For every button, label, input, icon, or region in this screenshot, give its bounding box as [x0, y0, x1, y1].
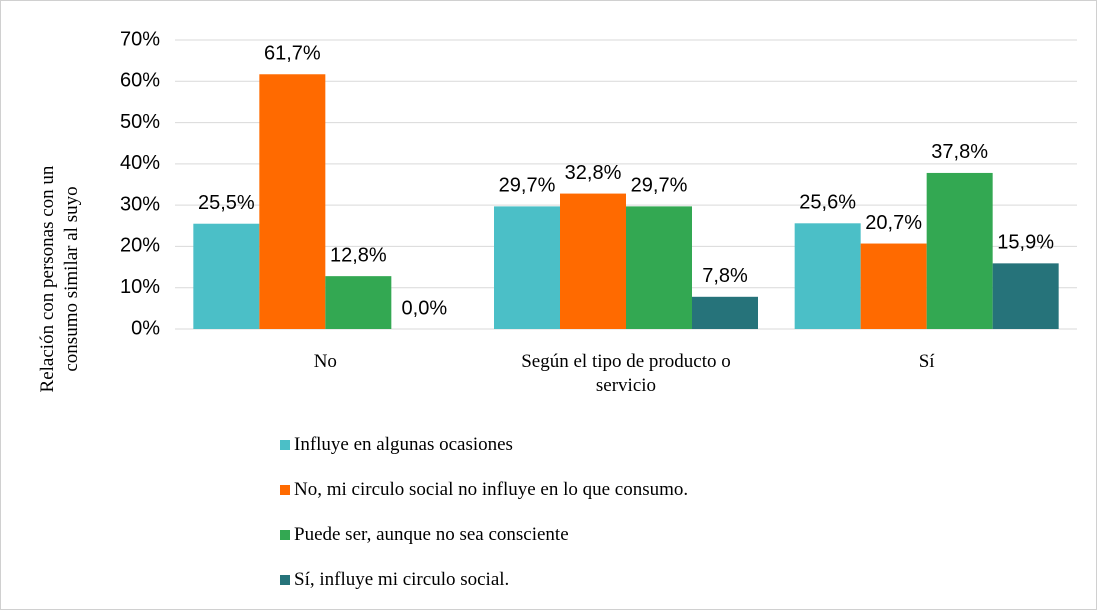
- y-axis-label: Relación con personas con un consumo sim…: [37, 165, 82, 393]
- bar: [692, 296, 758, 329]
- legend-swatch: [280, 575, 290, 585]
- y-tick-label: 50%: [120, 111, 160, 133]
- value-label: 25,5%: [198, 192, 255, 214]
- bar: [794, 223, 861, 329]
- value-label: 15,9%: [997, 232, 1054, 254]
- legend-label: Influye en algunas ocasiones: [294, 434, 513, 455]
- y-tick-label: 30%: [120, 193, 160, 215]
- bar: [992, 263, 1059, 329]
- x-tick-label: Según el tipo de producto o servicio: [521, 351, 731, 396]
- value-label: 0,0%: [402, 297, 448, 319]
- value-label: 25,6%: [799, 192, 856, 214]
- value-label: 12,8%: [330, 244, 387, 266]
- value-label: 61,7%: [264, 43, 321, 65]
- value-label: 29,7%: [631, 175, 688, 197]
- y-tick-label: 60%: [120, 70, 160, 92]
- legend-label: Puede ser, aunque no sea consciente: [294, 524, 569, 545]
- x-tick-label: Sí: [918, 351, 935, 372]
- y-tick-label: 0%: [131, 317, 160, 339]
- bar: [325, 276, 392, 329]
- bar: [626, 206, 692, 329]
- y-tick-label: 20%: [120, 235, 160, 257]
- bar: [193, 223, 260, 329]
- bar: [860, 243, 927, 329]
- value-label: 29,7%: [499, 175, 556, 197]
- value-label: 37,8%: [931, 141, 988, 163]
- bar: [494, 206, 560, 329]
- x-tick-label: No: [313, 351, 337, 372]
- legend-swatch: [280, 485, 290, 495]
- legend-label: Sí, influye mi circulo social.: [294, 569, 510, 590]
- y-tick-label: 40%: [120, 152, 160, 174]
- legend-swatch: [280, 530, 290, 540]
- bar: [926, 172, 993, 329]
- value-label: 7,8%: [702, 265, 748, 287]
- bar: [259, 74, 326, 329]
- legend-swatch: [280, 440, 290, 450]
- legend-label: No, mi circulo social no influye en lo q…: [294, 479, 689, 500]
- value-label: 32,8%: [565, 162, 622, 184]
- y-tick-label: 70%: [120, 28, 160, 50]
- bar: [560, 193, 626, 329]
- y-tick-label: 10%: [120, 276, 160, 298]
- value-label: 20,7%: [865, 212, 922, 234]
